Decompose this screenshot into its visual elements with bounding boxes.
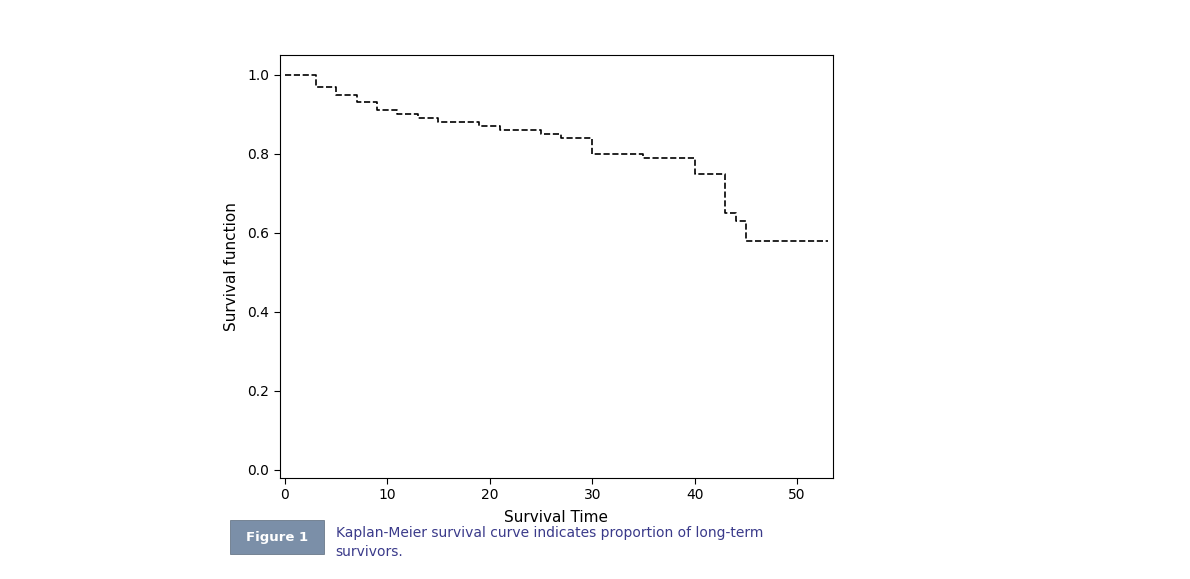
Y-axis label: Survival function: Survival function — [224, 202, 239, 331]
Text: survivors.: survivors. — [336, 545, 403, 559]
X-axis label: Survival Time: Survival Time — [505, 511, 608, 525]
Text: Kaplan-Meier survival curve indicates proportion of long-term: Kaplan-Meier survival curve indicates pr… — [336, 526, 763, 540]
Text: Figure 1: Figure 1 — [245, 530, 308, 544]
FancyBboxPatch shape — [230, 520, 324, 554]
